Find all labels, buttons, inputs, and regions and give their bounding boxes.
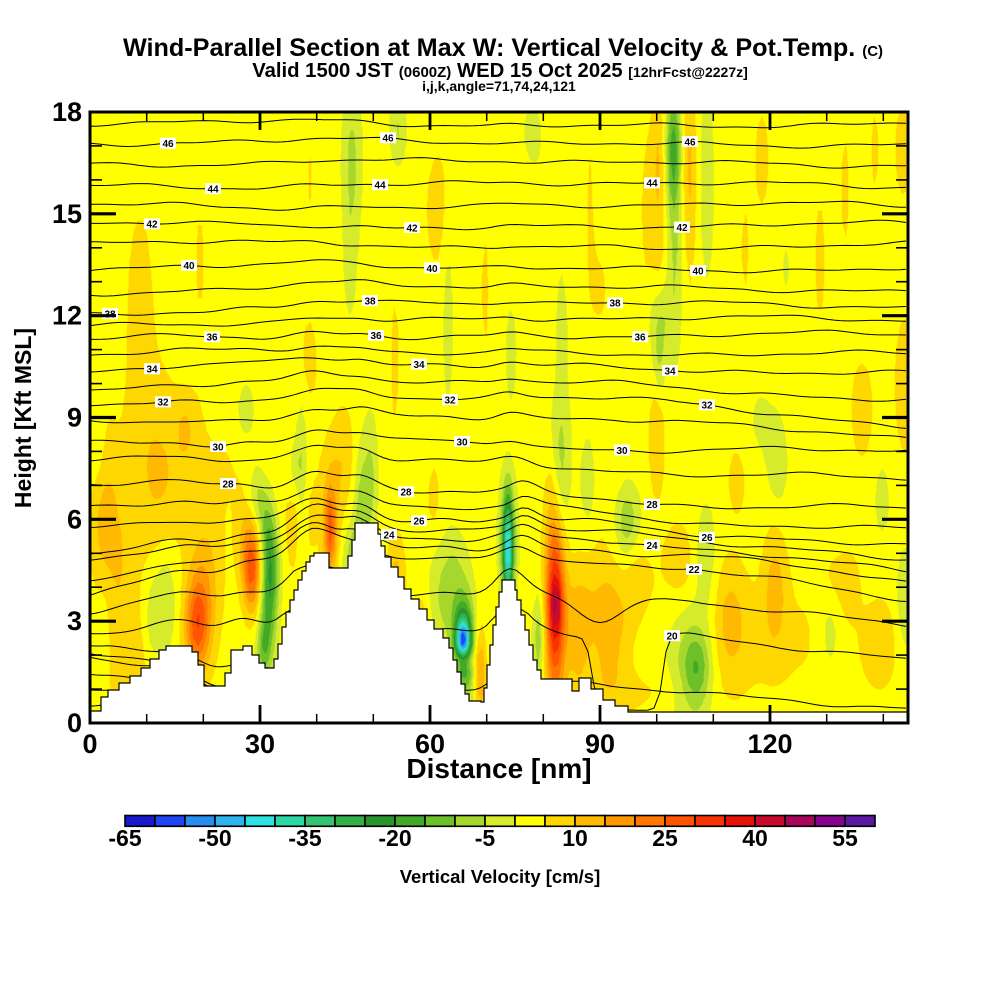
svg-text:28: 28: [400, 488, 412, 499]
svg-text:40: 40: [692, 266, 704, 277]
svg-text:30: 30: [245, 729, 275, 759]
svg-text:28: 28: [222, 479, 234, 490]
svg-text:25: 25: [652, 825, 678, 851]
svg-text:20: 20: [666, 631, 678, 642]
svg-text:0: 0: [82, 729, 97, 759]
svg-text:44: 44: [207, 184, 219, 195]
svg-text:22: 22: [688, 565, 700, 576]
svg-text:34: 34: [664, 366, 676, 377]
svg-text:26: 26: [413, 516, 425, 527]
svg-text:46: 46: [382, 134, 394, 145]
svg-text:3: 3: [67, 606, 82, 636]
svg-text:44: 44: [374, 181, 386, 192]
svg-text:32: 32: [157, 398, 169, 409]
svg-text:34: 34: [146, 365, 158, 376]
svg-text:34: 34: [413, 360, 425, 371]
svg-text:Height [Kft MSL]: Height [Kft MSL]: [10, 328, 36, 508]
svg-text:36: 36: [370, 331, 382, 342]
svg-text:24: 24: [383, 530, 395, 541]
svg-text:15: 15: [52, 199, 82, 229]
svg-text:38: 38: [364, 296, 376, 307]
svg-text:46: 46: [162, 139, 174, 150]
svg-text:-50: -50: [198, 825, 231, 851]
svg-text:120: 120: [747, 729, 792, 759]
svg-text:6: 6: [67, 504, 82, 534]
svg-text:40: 40: [183, 261, 195, 272]
svg-text:44: 44: [646, 179, 658, 190]
svg-text:i,j,k,angle=71,74,24,121: i,j,k,angle=71,74,24,121: [422, 78, 576, 94]
svg-text:32: 32: [444, 395, 456, 406]
svg-text:55: 55: [832, 825, 858, 851]
svg-text:38: 38: [609, 299, 621, 310]
svg-text:12: 12: [52, 301, 82, 331]
svg-text:-65: -65: [108, 825, 141, 851]
svg-text:28: 28: [646, 500, 658, 511]
svg-text:Vertical Velocity [cm/s]: Vertical Velocity [cm/s]: [400, 866, 601, 887]
svg-text:36: 36: [206, 333, 218, 344]
svg-text:42: 42: [406, 223, 418, 234]
svg-text:18: 18: [52, 97, 82, 127]
svg-text:90: 90: [585, 729, 615, 759]
svg-text:36: 36: [634, 332, 646, 343]
svg-text:Wind-Parallel Section at Max W: Wind-Parallel Section at Max W: Vertical…: [123, 34, 883, 62]
svg-text:0: 0: [67, 708, 82, 738]
svg-text:-35: -35: [288, 825, 321, 851]
svg-text:42: 42: [146, 220, 158, 231]
svg-text:40: 40: [742, 825, 768, 851]
svg-text:24: 24: [646, 541, 658, 552]
svg-text:-5: -5: [475, 825, 496, 851]
svg-text:Valid 1500 JST (0600Z) WED 15: Valid 1500 JST (0600Z) WED 15 Oct 2025 […: [252, 60, 748, 82]
svg-text:30: 30: [456, 437, 468, 448]
svg-text:Distance [nm]: Distance [nm]: [406, 753, 591, 784]
svg-text:32: 32: [701, 401, 713, 412]
svg-text:46: 46: [684, 137, 696, 148]
svg-text:10: 10: [562, 825, 588, 851]
svg-text:40: 40: [426, 264, 438, 275]
svg-text:60: 60: [415, 729, 445, 759]
svg-text:-20: -20: [378, 825, 411, 851]
svg-text:30: 30: [212, 442, 224, 453]
svg-text:26: 26: [701, 533, 713, 544]
svg-text:9: 9: [67, 403, 82, 433]
svg-text:30: 30: [616, 446, 628, 457]
svg-text:42: 42: [676, 223, 688, 234]
